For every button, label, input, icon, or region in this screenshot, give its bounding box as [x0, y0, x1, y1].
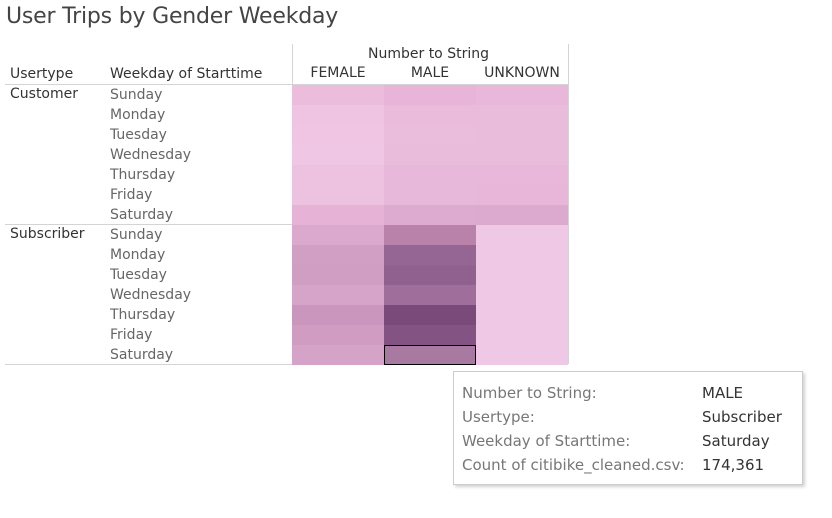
- heatmap-cell-female[interactable]: [292, 85, 384, 105]
- table-bottom-line: [5, 364, 568, 365]
- header-divider-right: [568, 44, 569, 364]
- heatmap-cell-female[interactable]: [292, 125, 384, 145]
- heatmap-cell-male[interactable]: [384, 345, 476, 365]
- heatmap-cell-unknown[interactable]: [476, 145, 568, 165]
- heatmap-cell-unknown[interactable]: [476, 265, 568, 285]
- weekday-label[interactable]: Wednesday: [110, 287, 192, 303]
- heatmap-cell-female[interactable]: [292, 305, 384, 325]
- weekday-label[interactable]: Saturday: [110, 207, 174, 223]
- column-header-unknown[interactable]: UNKNOWN: [484, 65, 560, 81]
- heatmap-cell-unknown[interactable]: [476, 85, 568, 105]
- heatmap-cell-female[interactable]: [292, 245, 384, 265]
- weekday-label[interactable]: Tuesday: [110, 267, 167, 283]
- weekday-label[interactable]: Thursday: [110, 167, 176, 183]
- heatmap-cell-unknown[interactable]: [476, 185, 568, 205]
- heatmap-cell-unknown[interactable]: [476, 345, 568, 365]
- tooltip-label: Count of citibike_cleaned.csv:: [462, 456, 685, 474]
- tooltip-value: Subscriber: [702, 408, 782, 426]
- weekday-label[interactable]: Wednesday: [110, 147, 192, 163]
- column-group-header[interactable]: Number to String: [368, 46, 489, 62]
- weekday-label[interactable]: Thursday: [110, 307, 176, 323]
- tooltip-row: Usertype: Subscriber: [462, 405, 782, 429]
- weekday-label[interactable]: Monday: [110, 107, 166, 123]
- heatmap-cell-female[interactable]: [292, 285, 384, 305]
- weekday-label[interactable]: Sunday: [110, 87, 163, 103]
- tooltip-row: Weekday of Starttime: Saturday: [462, 429, 770, 453]
- heatmap-cell-unknown[interactable]: [476, 225, 568, 245]
- weekday-header[interactable]: Weekday of Starttime: [110, 66, 263, 82]
- heatmap-cell-male[interactable]: [384, 285, 476, 305]
- heatmap-cell-male[interactable]: [384, 205, 476, 225]
- tooltip-label: Usertype:: [462, 408, 535, 426]
- usertype-label-subscriber[interactable]: Subscriber: [10, 226, 85, 242]
- tooltip-value: 174,361: [702, 456, 765, 474]
- heatmap-cell-female[interactable]: [292, 205, 384, 225]
- column-header-female[interactable]: FEMALE: [310, 65, 366, 81]
- heatmap-cell-male[interactable]: [384, 265, 476, 285]
- tooltip-value: Saturday: [702, 432, 770, 450]
- heatmap-cell-male[interactable]: [384, 325, 476, 345]
- weekday-label[interactable]: Tuesday: [110, 127, 167, 143]
- heatmap-cell-unknown[interactable]: [476, 305, 568, 325]
- tooltip-value: MALE: [702, 384, 744, 402]
- heatmap-cell-male[interactable]: [384, 145, 476, 165]
- weekday-label[interactable]: Sunday: [110, 227, 163, 243]
- weekday-label[interactable]: Friday: [110, 327, 153, 343]
- heatmap-cell-female[interactable]: [292, 145, 384, 165]
- heatmap-cell-female[interactable]: [292, 185, 384, 205]
- heatmap-cell-female[interactable]: [292, 265, 384, 285]
- heatmap-cell-unknown[interactable]: [476, 245, 568, 265]
- heatmap-cell-unknown[interactable]: [476, 285, 568, 305]
- heatmap-cell-female[interactable]: [292, 225, 384, 245]
- heatmap-cell-unknown[interactable]: [476, 165, 568, 185]
- heatmap-cell-female[interactable]: [292, 165, 384, 185]
- tooltip-label: Number to String:: [462, 384, 597, 402]
- usertype-label-customer[interactable]: Customer: [10, 86, 79, 102]
- heatmap-cell-male[interactable]: [384, 185, 476, 205]
- tooltip-row: Number to String: MALE: [462, 381, 743, 405]
- column-header-male[interactable]: MALE: [410, 65, 450, 81]
- group-divider-line: [5, 224, 568, 225]
- usertype-header[interactable]: Usertype: [10, 66, 74, 82]
- weekday-label[interactable]: Friday: [110, 187, 153, 203]
- heatmap-cell-unknown[interactable]: [476, 105, 568, 125]
- heatmap-cell-unknown[interactable]: [476, 205, 568, 225]
- heatmap-cell-female[interactable]: [292, 325, 384, 345]
- tooltip-label: Weekday of Starttime:: [462, 432, 631, 450]
- tooltip-row: Count of citibike_cleaned.csv: 174,361: [462, 453, 764, 477]
- heatmap-cell-male[interactable]: [384, 225, 476, 245]
- heatmap-cell-male[interactable]: [384, 305, 476, 325]
- heatmap-cell-male[interactable]: [384, 165, 476, 185]
- weekday-label[interactable]: Monday: [110, 247, 166, 263]
- heatmap-cell-male[interactable]: [384, 245, 476, 265]
- heatmap-cell-unknown[interactable]: [476, 325, 568, 345]
- weekday-label[interactable]: Saturday: [110, 347, 174, 363]
- heatmap-cell-unknown[interactable]: [476, 125, 568, 145]
- heatmap-cell-female[interactable]: [292, 105, 384, 125]
- heatmap-cell-male[interactable]: [384, 125, 476, 145]
- sheet-title: User Trips by Gender Weekday: [6, 4, 339, 29]
- tooltip: Number to String: MALE Usertype: Subscribe…: [453, 371, 803, 485]
- heatmap-cell-female[interactable]: [292, 345, 384, 365]
- heatmap-cell-male[interactable]: [384, 85, 476, 105]
- heatmap-cell-male[interactable]: [384, 105, 476, 125]
- header-bottom-line: [5, 84, 568, 85]
